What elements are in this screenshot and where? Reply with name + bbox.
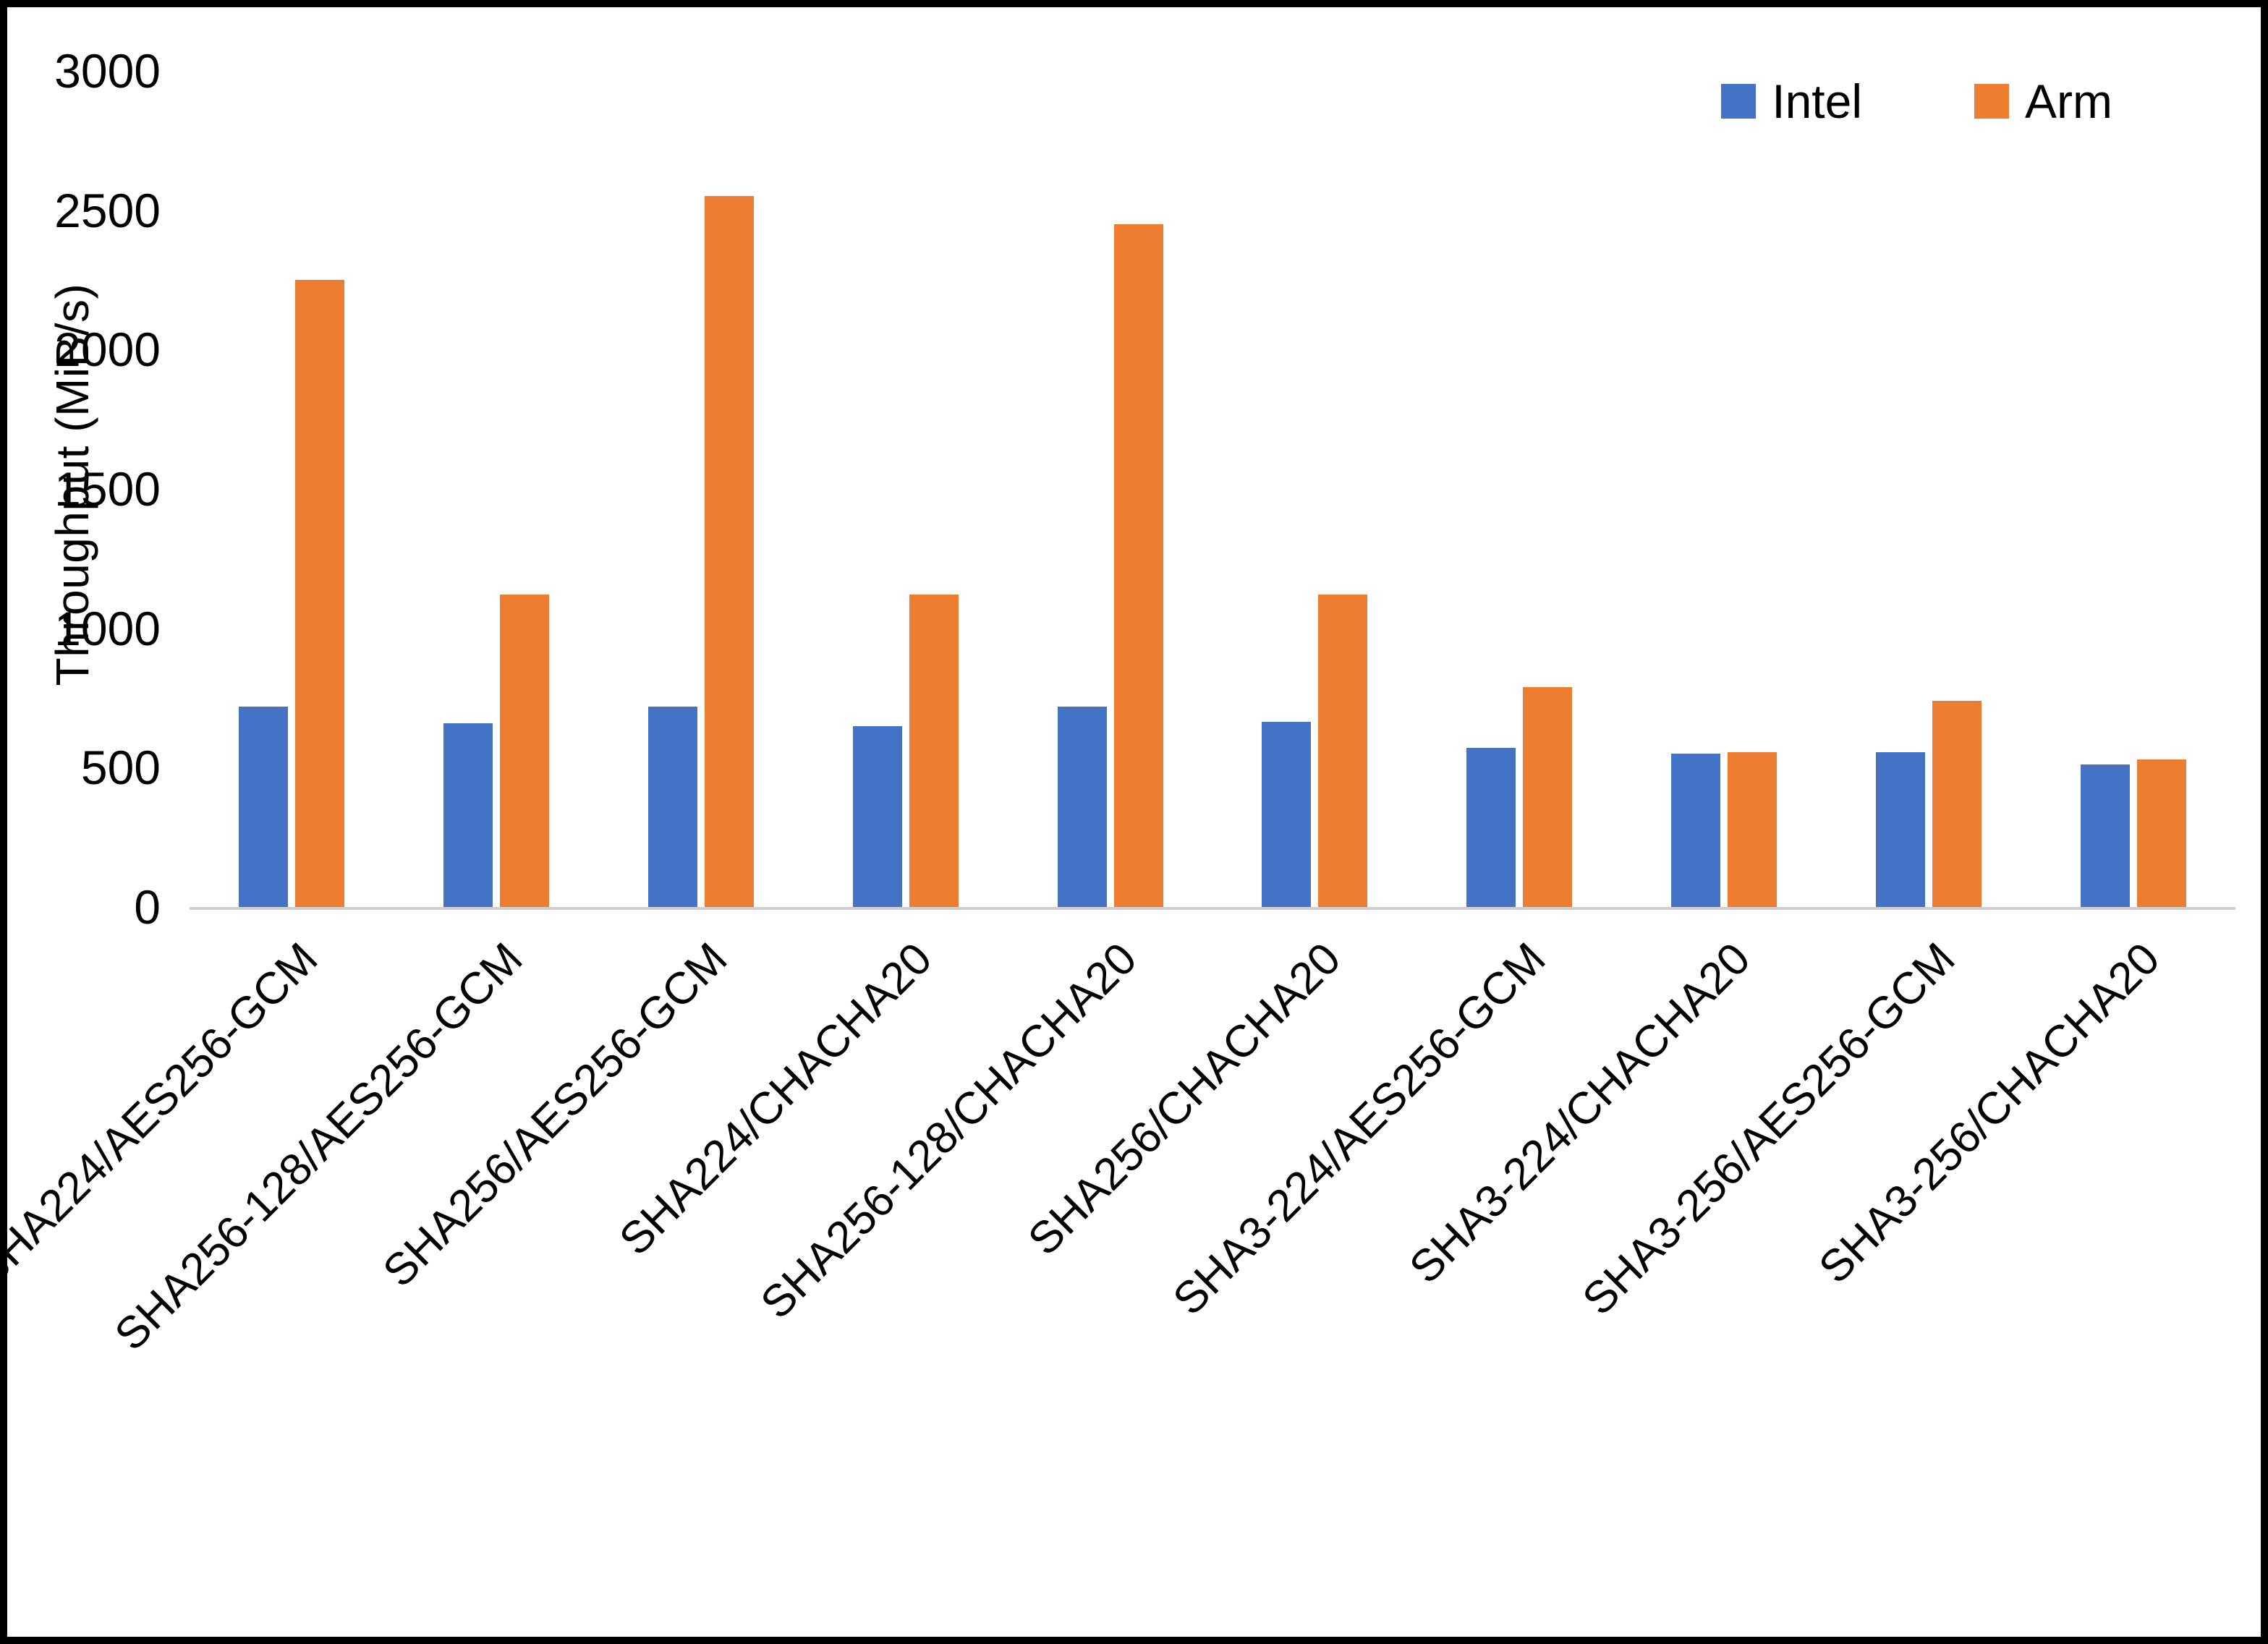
bar-arm <box>1113 223 1163 907</box>
bar-intel <box>239 706 289 907</box>
bar-intel <box>2080 764 2130 907</box>
bar-group <box>803 71 1008 907</box>
legend-swatch-icon <box>1721 84 1757 119</box>
legend-label: Arm <box>2025 74 2112 128</box>
bar-intel <box>1875 752 1925 907</box>
bar-group <box>1826 71 2031 907</box>
bar-arm <box>909 595 959 907</box>
x-category-label: SHA3-224/AES256-GCM <box>1163 933 1555 1325</box>
bar-arm <box>704 196 754 907</box>
x-category-label: SHA3-256/CHACHA20 <box>1809 933 2170 1293</box>
legend-swatch-icon <box>1974 84 2010 119</box>
bar-group <box>2031 71 2235 907</box>
x-category-label: SHA256-128/CHACHA20 <box>751 933 1147 1329</box>
bar-group <box>1622 71 1827 907</box>
bar-arm <box>2136 759 2186 907</box>
y-tick-label: 2000 <box>54 323 161 377</box>
x-category-label: SHA3-256/AES256-GCM <box>1573 933 1965 1325</box>
y-tick-label: 2500 <box>54 183 161 237</box>
bar-arm <box>1932 700 1982 907</box>
y-tick-label: 1000 <box>54 601 161 655</box>
legend-item-arm: Arm <box>1974 74 2112 129</box>
bar-group <box>1008 71 1212 907</box>
bar-arm <box>1318 595 1368 907</box>
bar-group <box>394 71 599 907</box>
bar-arm <box>1523 686 1573 907</box>
legend-label: Intel <box>1772 74 1863 128</box>
y-tick-label: 0 <box>134 880 161 934</box>
bar-arm <box>500 595 550 907</box>
bar-group <box>190 71 394 907</box>
bar-intel <box>1466 748 1516 907</box>
bar-intel <box>647 706 697 907</box>
bar-intel <box>852 725 902 907</box>
bar-group <box>599 71 804 907</box>
y-tick-label: 1500 <box>54 462 161 516</box>
legend-item-intel: Intel <box>1721 74 1862 129</box>
x-category-label: SHA256/AES256-GCM <box>373 933 737 1297</box>
bar-intel <box>1670 754 1720 907</box>
bar-group <box>1417 71 1622 907</box>
y-tick-label: 3000 <box>54 44 161 98</box>
x-axis-labels: SHA224/AES256-GCM SHA256-128/AES256-GCM SH… <box>7 933 2235 1620</box>
bar-arm <box>1727 752 1777 907</box>
bar-intel <box>1057 706 1107 907</box>
bar-arm <box>295 280 345 907</box>
chart-legend: Intel Arm <box>1721 74 2112 129</box>
bar-intel <box>1262 721 1312 907</box>
y-tick-label: 500 <box>80 741 161 795</box>
bar-group <box>1212 71 1417 907</box>
plot-area <box>190 71 2235 910</box>
x-category-label: SHA3-224/CHACHA20 <box>1400 933 1760 1293</box>
bar-intel <box>443 723 493 907</box>
x-category-label: SHA256-128/AES256-GCM <box>105 933 532 1360</box>
y-axis-ticks: 0 500 1000 1500 2000 2500 3000 <box>7 7 161 1637</box>
